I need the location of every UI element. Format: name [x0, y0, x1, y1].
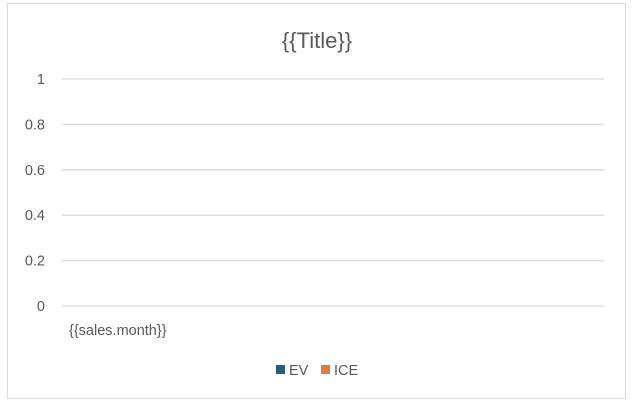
legend-swatch-ice — [321, 365, 330, 374]
y-tick-label: 0 — [37, 299, 45, 315]
legend: EV ICE — [276, 363, 359, 379]
y-tick-label: 0.8 — [25, 117, 45, 133]
y-tick-label: 0.4 — [25, 208, 45, 224]
y-tick-label: 0.6 — [25, 163, 45, 179]
chart-area — [7, 3, 626, 399]
gridlines — [62, 78, 604, 307]
y-axis-tick-labels: 0 0.2 0.4 0.6 0.8 1 — [25, 72, 45, 315]
x-axis-category-labels: {{sales.month}} — [69, 323, 167, 339]
legend-swatch-ev — [276, 365, 285, 374]
y-tick-label: 0.2 — [25, 254, 45, 270]
legend-label-ice: ICE — [334, 363, 359, 379]
chart-title: {{Title}} — [282, 28, 352, 53]
x-category-label: {{sales.month}} — [69, 323, 167, 339]
y-tick-label: 1 — [37, 72, 45, 88]
legend-label-ev: EV — [289, 363, 309, 379]
